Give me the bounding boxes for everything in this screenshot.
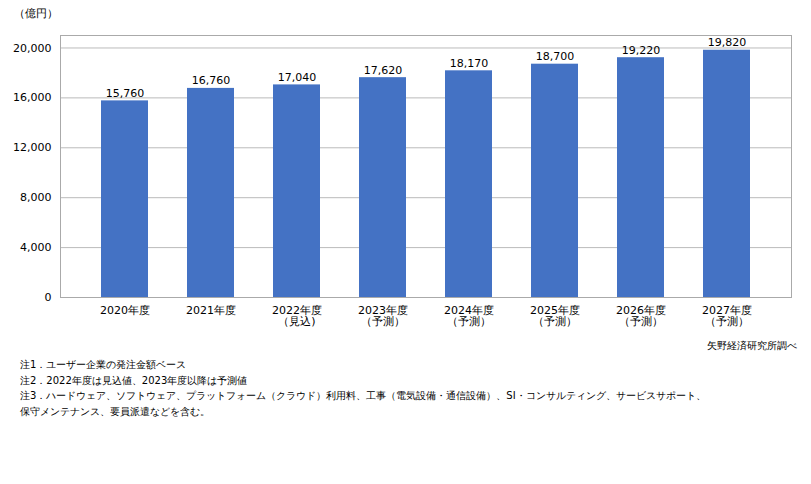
svg-text:17,620: 17,620 (364, 64, 403, 77)
svg-text:2024年度（予測）: 2024年度（予測） (444, 304, 494, 328)
svg-text:2020年度: 2020年度 (100, 304, 150, 317)
svg-text:20,000: 20,000 (13, 41, 52, 54)
svg-text:17,040: 17,040 (278, 71, 317, 84)
svg-text:18,700: 18,700 (536, 50, 575, 63)
svg-text:2026年度（予測）: 2026年度（予測） (616, 304, 666, 328)
svg-text:16,000: 16,000 (13, 91, 52, 104)
svg-text:8,000: 8,000 (20, 191, 52, 204)
svg-text:2022年度（見込): 2022年度（見込) (272, 304, 322, 328)
html-text:注3．ハードウェア、ソフトウェア、プラットフォーム（クラウド: 注3．ハードウェア、ソフトウェア、プラットフォーム（クラウド）利用料、工事（電気… (20, 390, 706, 401)
html-text:注1．ユーザー企業の発注金額ベース: 注1．ユーザー企業の発注金額ベース (20, 359, 187, 370)
html-text:（億円）: （億円） (14, 7, 58, 20)
html-text:保守メンテナンス、要員派遣などを含む。: 保守メンテナンス、要員派遣などを含む。 (20, 405, 210, 417)
html-text:矢野経済研究所調べ: 矢野経済研究所調べ (707, 340, 797, 351)
svg-text:2021年度: 2021年度 (186, 304, 236, 317)
svg-text:18,170: 18,170 (450, 57, 489, 70)
svg-text:19,220: 19,220 (622, 44, 661, 57)
svg-text:2023年度（予測）: 2023年度（予測） (358, 304, 408, 328)
svg-text:12,000: 12,000 (13, 141, 52, 154)
svg-text:15,760: 15,760 (106, 87, 145, 100)
svg-text:19,820: 19,820 (708, 36, 747, 49)
svg-text:4,000: 4,000 (20, 241, 52, 254)
svg-text:0: 0 (45, 291, 52, 304)
svg-text:16,760: 16,760 (192, 74, 231, 87)
html-text:注2．2022年度は見込値、2023年度以降は予測値: 注2．2022年度は見込値、2023年度以降は予測値 (20, 374, 248, 386)
svg-text:2027年度（予測）: 2027年度（予測） (702, 304, 752, 328)
svg-text:2025年度（予測）: 2025年度（予測） (530, 304, 580, 328)
